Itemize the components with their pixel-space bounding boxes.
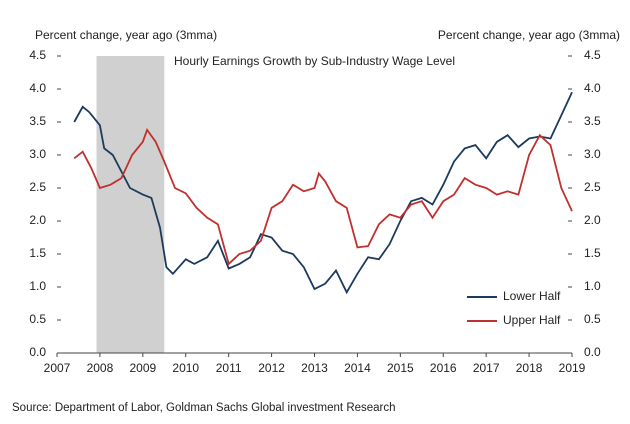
y-tick-label: 0.0 [29, 345, 46, 359]
source-note: Source: Department of Labor, Goldman Sac… [12, 402, 396, 414]
x-tick-label: 2018 [516, 361, 543, 375]
series-line [73, 91, 573, 295]
x-tick-label: 2010 [172, 361, 199, 375]
legend-label: Upper Half [503, 313, 561, 327]
y-tick-label: 2.5 [29, 180, 46, 194]
y-tick-label: 2.0 [29, 213, 46, 227]
x-tick-label: 2016 [430, 361, 457, 375]
y-tick-label: 3.5 [29, 114, 46, 128]
y2-tick-label: 2.0 [584, 213, 601, 227]
y2-tick-label: 3.5 [584, 114, 601, 128]
y2-tick-label: 1.5 [584, 246, 601, 260]
y2-tick-label: 0.5 [584, 312, 601, 326]
y2-axis-label: Percent change, year ago (3mma) [438, 28, 620, 42]
y-tick-label: 1.0 [29, 279, 46, 293]
y2-tick-label: 4.5 [584, 48, 601, 62]
y-tick-label: 4.0 [29, 81, 46, 95]
x-tick-label: 2017 [473, 361, 500, 375]
y-tick-label: 3.0 [29, 147, 46, 161]
series-line [73, 127, 573, 266]
y-tick-label: 0.5 [29, 312, 46, 326]
x-tick-label: 2015 [387, 361, 414, 375]
y2-tick-label: 2.5 [584, 180, 601, 194]
x-tick-label: 2007 [44, 361, 71, 375]
y2-tick-label: 1.0 [584, 279, 601, 293]
x-tick-label: 2019 [559, 361, 586, 375]
y2-tick-label: 4.0 [584, 81, 601, 95]
x-tick-label: 2014 [344, 361, 371, 375]
x-tick-label: 2008 [87, 361, 114, 375]
x-tick-label: 2011 [216, 361, 242, 375]
y-axis-label: Percent change, year ago (3mma) [35, 28, 217, 42]
y2-tick-label: 3.0 [584, 147, 601, 161]
y-tick-label: 1.5 [29, 246, 46, 260]
x-tick-label: 2013 [301, 361, 328, 375]
y-tick-label: 4.5 [29, 48, 46, 62]
y2-tick-label: 0.0 [584, 345, 601, 359]
legend-label: Lower Half [503, 289, 561, 303]
x-tick-label: 2012 [258, 361, 285, 375]
chart-title: Hourly Earnings Growth by Sub-Industry W… [174, 54, 455, 68]
x-tick-label: 2009 [129, 361, 156, 375]
